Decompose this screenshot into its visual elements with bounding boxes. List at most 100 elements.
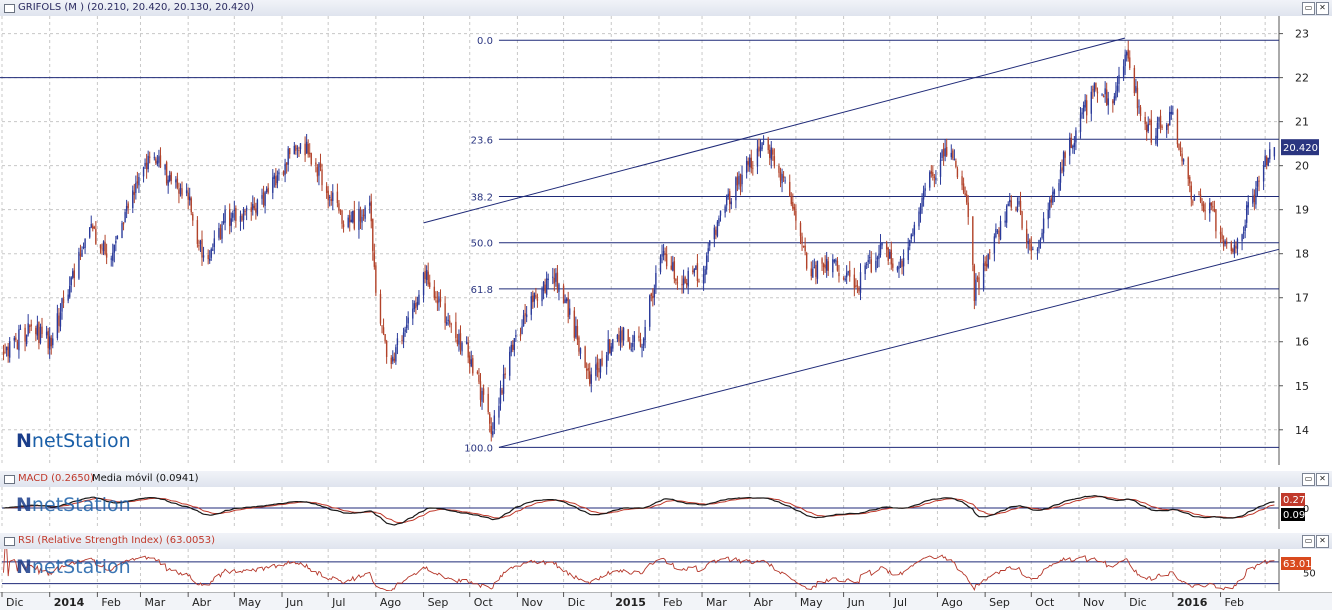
candle-body (276, 175, 279, 184)
candle-body (493, 415, 496, 430)
candle-body (155, 158, 157, 164)
fib-level-label: 0.0 (477, 36, 493, 47)
candle-body (1224, 241, 1226, 244)
candle-body (1155, 135, 1157, 144)
price-y-tick-label: 18 (1295, 248, 1309, 261)
candle-body (164, 164, 166, 170)
candle-body (395, 347, 397, 362)
candle-body (201, 239, 203, 258)
candle-body (921, 198, 923, 207)
macd-chart[interactable]: 00.27 0.09 (0, 487, 1332, 529)
candle-body (1009, 199, 1011, 203)
candle-body (222, 221, 225, 224)
fib-level-label: 100.0 (464, 443, 493, 454)
candle-body (930, 170, 932, 174)
candle-body (1232, 249, 1234, 252)
candle-body (1161, 126, 1163, 129)
candle-body (253, 205, 256, 209)
candle-body (596, 362, 599, 370)
rsi-value-label: 63.01 (1283, 559, 1312, 570)
candle-body (993, 236, 996, 254)
logo-mark: N (16, 430, 32, 452)
candle-body (250, 207, 252, 212)
candle-body (692, 270, 694, 272)
candle-body (1050, 198, 1052, 203)
candle-body (1230, 242, 1232, 251)
candle-body (998, 230, 1000, 237)
candle-body (1075, 130, 1077, 143)
price-y-tick-label: 14 (1295, 424, 1309, 437)
candle-body (1264, 155, 1266, 167)
candle-body (93, 227, 96, 229)
candle-body (953, 158, 956, 161)
candle-body (189, 196, 191, 201)
candle-body (358, 208, 360, 230)
candle-body (1165, 125, 1168, 131)
candle-body (793, 206, 796, 211)
rsi-close-button[interactable]: ✕ (1316, 535, 1329, 548)
time-tick-label: Jul (893, 596, 907, 609)
candle-body (478, 375, 480, 382)
time-tick-label: Feb (1225, 596, 1244, 609)
candle-body (629, 342, 631, 349)
candle-body (1058, 183, 1060, 191)
candle-body (265, 188, 268, 192)
candle-body (661, 254, 663, 257)
candle-body (630, 349, 632, 351)
candle-body (685, 283, 688, 285)
candle-body (1085, 100, 1088, 116)
candle-body (490, 425, 492, 434)
candle-body (84, 238, 86, 248)
candle-body (199, 241, 202, 245)
last-price-label: 20.420 (1283, 143, 1318, 154)
candle-body (110, 258, 112, 260)
price-chart[interactable]: 14 15 16 17 18 19 20 21 22 23 0.0 23.6 38.2 50.0 61.8 1… (0, 16, 1332, 465)
candle-body (310, 153, 312, 165)
candle-body (901, 261, 903, 267)
candle-body (393, 358, 396, 361)
candle-body (584, 346, 586, 368)
candle-body (1069, 137, 1071, 156)
macd-close-button[interactable]: ✕ (1316, 473, 1329, 486)
candle-body (533, 292, 536, 302)
close-button[interactable]: ✕ (1316, 2, 1329, 15)
time-axis-background (0, 592, 1332, 610)
candle-body (221, 224, 223, 239)
rsi-minimize-button[interactable]: ▭ (1302, 535, 1315, 548)
candle-body (842, 278, 845, 280)
candle-body (853, 274, 856, 288)
candle-body (899, 259, 902, 268)
candle-body (370, 201, 372, 222)
candle-body (29, 325, 31, 327)
candle-body (655, 273, 657, 288)
candle-body (1273, 147, 1276, 157)
candle-body (982, 263, 985, 289)
candle-body (1127, 49, 1129, 59)
candle-body (1125, 52, 1128, 56)
candle-body (315, 162, 317, 165)
price-y-tick-label: 23 (1295, 28, 1309, 41)
macd-minimize-button[interactable]: ▭ (1302, 473, 1315, 486)
candle-body (845, 272, 848, 278)
candle-body (795, 210, 797, 221)
candle-body (24, 327, 26, 342)
candle-body (439, 298, 442, 302)
candle-body (961, 176, 963, 186)
candle-body (469, 355, 471, 365)
candle-body (536, 299, 539, 301)
candle-body (62, 298, 65, 304)
price-y-tick-label: 16 (1295, 336, 1309, 349)
candle-body (1209, 202, 1211, 214)
candle-body (407, 317, 409, 324)
candle-body (565, 298, 568, 302)
candle-body (1052, 191, 1054, 203)
candle-body (890, 249, 892, 265)
candle-body (833, 260, 836, 262)
candle-body (176, 178, 179, 188)
candle-body (241, 215, 243, 221)
time-tick-label: May (800, 596, 823, 609)
candle-body (912, 235, 914, 236)
candle-body (325, 186, 328, 193)
minimize-button[interactable]: ▭ (1302, 2, 1315, 15)
